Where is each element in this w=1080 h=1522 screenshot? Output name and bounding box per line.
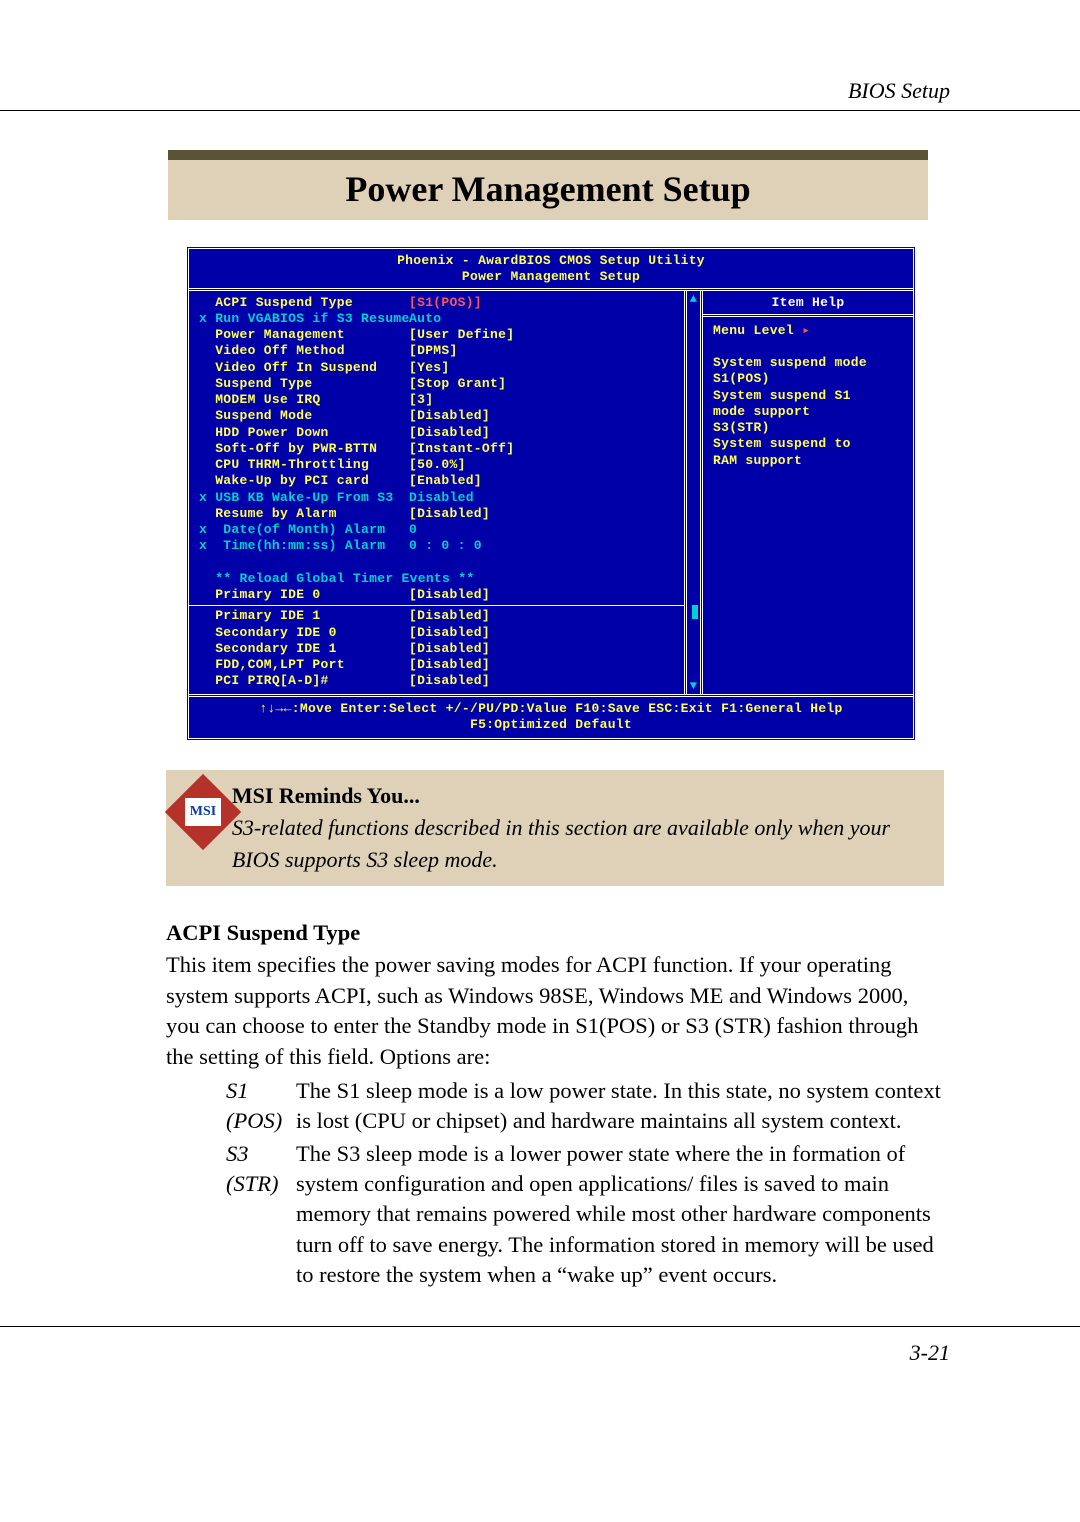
page-header: BIOS Setup — [848, 78, 950, 104]
bios-setting-value[interactable]: Auto — [409, 311, 441, 327]
page-number: 3-21 — [910, 1340, 950, 1366]
bios-setting-value[interactable]: [Disabled] — [409, 608, 490, 624]
bios-setting-label[interactable]: x USB KB Wake-Up From S3 — [199, 490, 409, 506]
bios-setting-value[interactable]: [Disabled] — [409, 625, 490, 641]
acpi-heading: ACPI Suspend Type — [166, 918, 944, 948]
bios-setting-value[interactable]: [50.0%] — [409, 457, 466, 473]
bios-setting-label[interactable]: x Time(hh:mm:ss) Alarm — [199, 538, 409, 554]
section-title: Power Management Setup — [168, 160, 928, 220]
content: ACPI Suspend Type This item specifies th… — [166, 918, 944, 1293]
help-line: System suspend to — [713, 436, 903, 452]
bios-setting-label[interactable]: CPU THRM-Throttling — [199, 457, 409, 473]
bios-setting-label[interactable]: Suspend Type — [199, 376, 409, 392]
bios-setting-label[interactable]: Soft-Off by PWR-BTTN — [199, 441, 409, 457]
bios-setting-label[interactable]: x Date(of Month) Alarm — [199, 522, 409, 538]
help-title: Item Help — [703, 291, 913, 317]
help-line: System suspend mode — [713, 355, 903, 371]
help-line: mode support — [713, 404, 903, 420]
option-row: S1 (POS)The S1 sleep mode is a low power… — [166, 1076, 944, 1137]
bios-setting-value[interactable]: [Disabled] — [409, 657, 490, 673]
bios-key-legend: ↑↓→←:Move Enter:Select +/-/PU/PD:Value F… — [189, 694, 913, 739]
help-menu-level: Menu Level ▸ — [713, 323, 903, 339]
bios-scrollbar[interactable]: ▲ ▼ — [687, 291, 703, 694]
bios-setting-value[interactable]: 0 : 0 : 0 — [409, 538, 482, 554]
msi-logo-icon: MSI — [174, 780, 218, 844]
option-text: The S3 sleep mode is a lower power state… — [296, 1139, 944, 1291]
section-title-box: Power Management Setup — [168, 150, 928, 220]
bios-help-panel: Item Help Menu Level ▸ System suspend mo… — [703, 291, 913, 694]
bios-title-line2: Power Management Setup — [462, 269, 640, 284]
help-line: S1(POS) — [713, 371, 903, 387]
bios-setting-value[interactable]: Disabled — [409, 490, 474, 506]
bios-setting-label[interactable]: PCI PIRQ[A-D]# — [199, 673, 409, 689]
help-line: RAM support — [713, 453, 903, 469]
bios-setting-value[interactable]: [User Define] — [409, 327, 514, 343]
bios-setting-value[interactable]: [3] — [409, 392, 433, 408]
bios-setting-label[interactable]: Primary IDE 0 — [199, 587, 409, 603]
scroll-thumb[interactable] — [692, 605, 698, 619]
help-line: S3(STR) — [713, 420, 903, 436]
bios-setting-label[interactable]: Video Off Method — [199, 343, 409, 359]
option-label: S3 (STR) — [166, 1139, 296, 1291]
help-line: System suspend S1 — [713, 388, 903, 404]
msi-logo-text: MSI — [185, 798, 221, 826]
scroll-up-icon[interactable]: ▲ — [687, 293, 700, 305]
bios-setting-label[interactable]: Wake-Up by PCI card — [199, 473, 409, 489]
bios-setting-value[interactable]: [Enabled] — [409, 473, 482, 489]
bios-screenshot: Phoenix - AwardBIOS CMOS Setup Utility P… — [186, 246, 916, 741]
header-rule — [0, 110, 1080, 111]
bios-setting-value[interactable]: [Disabled] — [409, 673, 490, 689]
bios-setting-value[interactable]: [S1(POS)] — [409, 295, 482, 311]
bios-setting-label[interactable]: Power Management — [199, 327, 409, 343]
bios-divider — [189, 605, 684, 606]
bios-setting-value[interactable]: [Disabled] — [409, 641, 490, 657]
bios-setting-label[interactable]: x Run VGABIOS if S3 Resume — [199, 311, 409, 327]
bios-setting-label[interactable]: Suspend Mode — [199, 408, 409, 424]
bios-setting-label[interactable]: Secondary IDE 1 — [199, 641, 409, 657]
bios-setting-value[interactable]: [Instant-Off] — [409, 441, 514, 457]
bios-setting-value[interactable]: [Disabled] — [409, 587, 490, 603]
reminder-heading: MSI Reminds You... — [232, 780, 934, 812]
bios-title-line1: Phoenix - AwardBIOS CMOS Setup Utility — [397, 253, 705, 268]
bios-setting-label[interactable]: HDD Power Down — [199, 425, 409, 441]
acpi-intro: This item specifies the power saving mod… — [166, 950, 944, 1072]
section-title-bar — [168, 150, 928, 160]
bios-setting-value[interactable]: [Stop Grant] — [409, 376, 506, 392]
keys-line1: ↑↓→←:Move Enter:Select +/-/PU/PD:Value F… — [195, 701, 907, 718]
scroll-down-icon[interactable]: ▼ — [687, 680, 700, 692]
bios-setting-label[interactable]: ACPI Suspend Type — [199, 295, 409, 311]
bios-setting-value[interactable]: 0 — [409, 522, 417, 538]
keys-line2: F5:Optimized Default — [195, 717, 907, 734]
bios-setting-value[interactable]: [Disabled] — [409, 408, 490, 424]
option-label: S1 (POS) — [166, 1076, 296, 1137]
bios-title: Phoenix - AwardBIOS CMOS Setup Utility P… — [189, 249, 913, 288]
reminder-body: S3-related functions described in this s… — [232, 812, 934, 876]
bios-setting-value[interactable]: [Yes] — [409, 360, 450, 376]
msi-reminder-box: MSI MSI Reminds You... S3-related functi… — [166, 770, 944, 886]
bios-setting-label[interactable]: Resume by Alarm — [199, 506, 409, 522]
bios-setting-value[interactable]: [Disabled] — [409, 506, 490, 522]
bios-settings-panel: ACPI Suspend Type[S1(POS)]x Run VGABIOS … — [189, 291, 687, 694]
bios-setting-label[interactable]: Primary IDE 1 — [199, 608, 409, 624]
bios-setting-label[interactable]: Secondary IDE 0 — [199, 625, 409, 641]
bios-setting-value[interactable]: [DPMS] — [409, 343, 458, 359]
footer-rule — [0, 1326, 1080, 1327]
bios-setting-label[interactable]: Video Off In Suspend — [199, 360, 409, 376]
option-text: The S1 sleep mode is a low power state. … — [296, 1076, 944, 1137]
reload-header: ** Reload Global Timer Events ** — [199, 571, 678, 587]
bios-setting-label[interactable]: MODEM Use IRQ — [199, 392, 409, 408]
option-row: S3 (STR)The S3 sleep mode is a lower pow… — [166, 1139, 944, 1291]
bios-setting-value[interactable]: [Disabled] — [409, 425, 490, 441]
bios-setting-label[interactable]: FDD,COM,LPT Port — [199, 657, 409, 673]
